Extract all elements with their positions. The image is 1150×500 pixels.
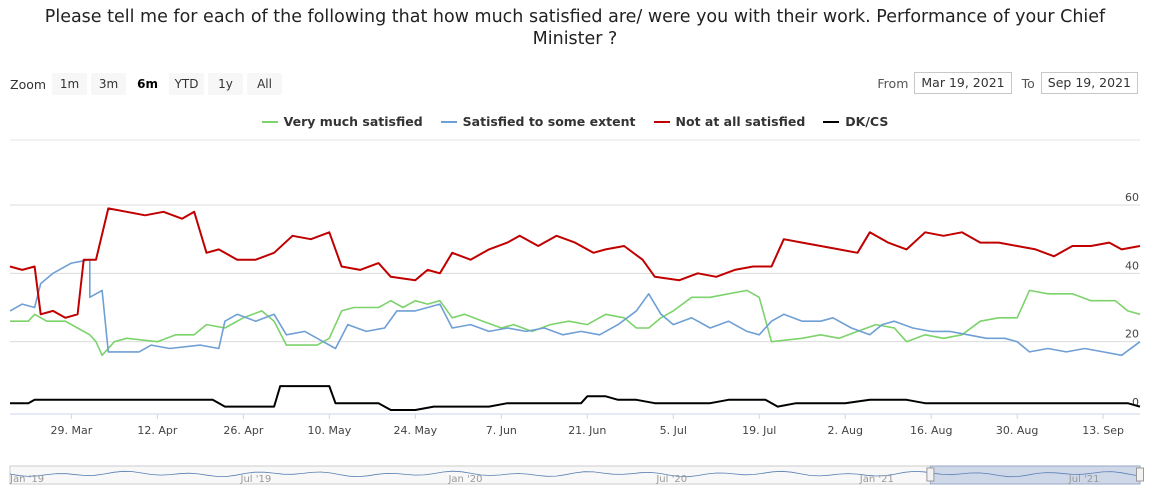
y-tick-label: 40	[1125, 259, 1139, 272]
series-satisfied-to-some-extent	[9, 258, 1141, 357]
legend-item-very-much-satisfied[interactable]: Very much satisfied	[261, 114, 423, 129]
navigator-label: Jan '21	[859, 474, 894, 485]
x-tick-label: 19. Jul	[742, 424, 776, 437]
legend-swatch-very-much-satisfied	[261, 120, 278, 123]
x-tick-label: 2. Aug	[827, 424, 862, 437]
x-tick-label: 24. May	[393, 424, 437, 437]
legend-item-satisfied-to-some-extent[interactable]: Satisfied to some extent	[440, 114, 636, 129]
to-date-input[interactable]: Sep 19, 2021	[1040, 72, 1138, 94]
legend-item-dk-cs[interactable]: DK/CS	[823, 114, 888, 129]
zoom-button-ytd[interactable]: YTD	[169, 73, 205, 95]
navigator-selection	[929, 465, 1141, 485]
navigator-label: Jul '19	[240, 474, 272, 485]
from-date-input[interactable]: Mar 19, 2021	[914, 72, 1012, 94]
series-very-much-satisfied	[10, 289, 1141, 357]
x-tick-label: 5. Jul	[660, 424, 687, 437]
x-tick-label: 21. Jun	[568, 424, 606, 437]
y-tick-label: 60	[1125, 191, 1139, 204]
grid-lines	[10, 204, 1140, 415]
legend-item-not-at-all-satisfied[interactable]: Not at all satisfied	[653, 114, 806, 129]
navigator-label: Jul '21	[1068, 474, 1100, 485]
x-tick-label: 13. Sep	[1082, 424, 1124, 437]
legend-swatch-not-at-all-satisfied	[653, 120, 670, 123]
navigator-label: Jul '20	[655, 474, 687, 485]
navigator-handle-left[interactable]	[926, 467, 935, 482]
from-label: From	[877, 75, 909, 91]
zoom-control: Zoom 1m 3m 6m YTD 1y All	[10, 73, 283, 95]
navigator-series	[9, 470, 1141, 478]
zoom-button-6m[interactable]: 6m	[130, 73, 166, 95]
legend-swatch-satisfied-to-some-extent	[440, 120, 457, 123]
navigator-handle-right[interactable]	[1136, 467, 1144, 482]
navigator-label: Jan '20	[447, 474, 482, 485]
x-tick-label: 26. Apr	[223, 424, 263, 437]
chart-legend: Very much satisfied Satisfied to some ex…	[0, 114, 1150, 129]
legend-label: Very much satisfied	[283, 114, 423, 129]
navigator-label: Jan '19	[9, 474, 44, 485]
date-range: From Mar 19, 2021 To Sep 19, 2021	[877, 72, 1138, 94]
series-lines	[9, 207, 1141, 411]
x-tick-label: 12. Apr	[137, 424, 177, 437]
x-tick-label: 7. Jun	[486, 424, 517, 437]
x-tick-label: 10. May	[307, 424, 351, 437]
zoom-button-all[interactable]: All	[247, 73, 283, 95]
zoom-button-1y[interactable]: 1y	[208, 73, 244, 95]
y-axis-ticks: 0 20 40 60	[1125, 191, 1139, 409]
series-dk-cs	[10, 385, 1141, 411]
legend-label: Satisfied to some extent	[462, 114, 636, 129]
series-not-at-all-satisfied	[9, 207, 1141, 319]
y-tick-label: 0	[1132, 396, 1139, 409]
legend-label: DK/CS	[845, 114, 889, 129]
legend-label: Not at all satisfied	[675, 114, 806, 129]
chart-title-line2: Minister ?	[532, 29, 618, 49]
x-axis-ticks: 29. Mar 12. Apr 26. Apr 10. May 24. May 7. Ju…	[51, 414, 1124, 437]
y-tick-label: 20	[1125, 328, 1139, 341]
chart-title: Please tell me for each of the following…	[0, 6, 1150, 50]
x-tick-label: 29. Mar	[51, 424, 93, 437]
legend-swatch-dk-cs	[823, 120, 840, 123]
zoom-button-1m[interactable]: 1m	[52, 73, 88, 95]
zoom-button-3m[interactable]: 3m	[91, 73, 127, 95]
chart-title-line1: Please tell me for each of the following…	[44, 7, 1106, 27]
x-tick-label: 16. Aug	[910, 424, 952, 437]
navigator[interactable]: Jan '19 Jul '19 Jan '20 Jul '20 Jan '21 Jul '…	[9, 465, 1144, 485]
x-tick-label: 30. Aug	[996, 424, 1038, 437]
zoom-label: Zoom	[10, 76, 47, 92]
to-label: To	[1021, 75, 1035, 91]
